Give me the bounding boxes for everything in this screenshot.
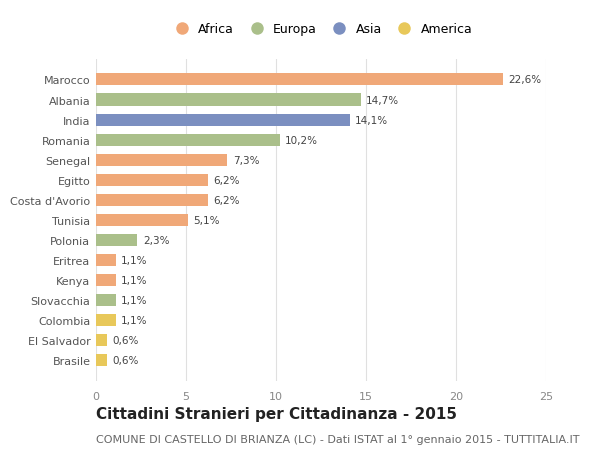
Bar bbox=[96, 235, 137, 246]
Text: 1,1%: 1,1% bbox=[121, 315, 148, 325]
Bar bbox=[96, 354, 107, 366]
Text: COMUNE DI CASTELLO DI BRIANZA (LC) - Dati ISTAT al 1° gennaio 2015 - TUTTITALIA.: COMUNE DI CASTELLO DI BRIANZA (LC) - Dat… bbox=[96, 434, 580, 444]
Text: 0,6%: 0,6% bbox=[112, 355, 139, 365]
Bar bbox=[96, 334, 107, 347]
Text: 6,2%: 6,2% bbox=[213, 175, 239, 185]
Text: 14,1%: 14,1% bbox=[355, 115, 388, 125]
Text: 10,2%: 10,2% bbox=[285, 135, 318, 146]
Bar bbox=[96, 214, 188, 226]
Bar bbox=[96, 114, 350, 126]
Text: 1,1%: 1,1% bbox=[121, 295, 148, 305]
Text: 1,1%: 1,1% bbox=[121, 255, 148, 265]
Bar bbox=[96, 154, 227, 166]
Text: 22,6%: 22,6% bbox=[508, 75, 541, 85]
Text: 7,3%: 7,3% bbox=[233, 155, 259, 165]
Bar bbox=[96, 254, 116, 266]
Legend: Africa, Europa, Asia, America: Africa, Europa, Asia, America bbox=[167, 21, 475, 39]
Bar bbox=[96, 274, 116, 286]
Bar bbox=[96, 314, 116, 326]
Text: 0,6%: 0,6% bbox=[112, 336, 139, 345]
Text: 5,1%: 5,1% bbox=[193, 215, 220, 225]
Bar bbox=[96, 134, 280, 146]
Bar bbox=[96, 194, 208, 206]
Text: 1,1%: 1,1% bbox=[121, 275, 148, 285]
Bar bbox=[96, 294, 116, 306]
Text: 14,7%: 14,7% bbox=[366, 95, 399, 105]
Bar bbox=[96, 94, 361, 106]
Text: 6,2%: 6,2% bbox=[213, 196, 239, 205]
Bar bbox=[96, 174, 208, 186]
Text: Cittadini Stranieri per Cittadinanza - 2015: Cittadini Stranieri per Cittadinanza - 2… bbox=[96, 406, 457, 421]
Text: 2,3%: 2,3% bbox=[143, 235, 169, 245]
Bar bbox=[96, 74, 503, 86]
